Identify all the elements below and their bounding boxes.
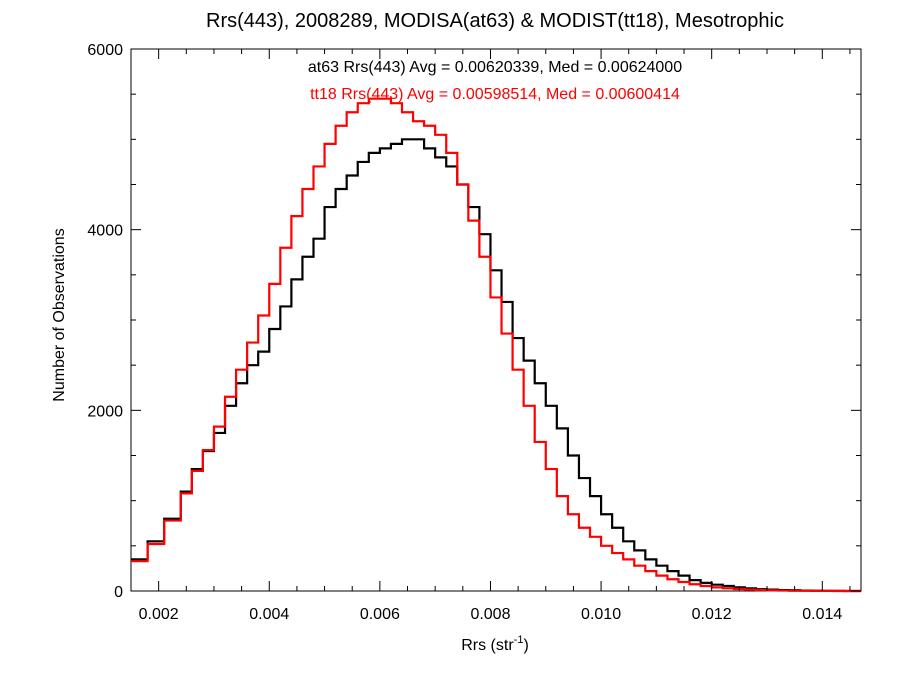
x-axis-label-sup: -1 (514, 634, 524, 646)
annotation-tt18: tt18 Rrs(443) Avg = 0.00598514, Med = 0.… (310, 86, 680, 103)
x-tick-label: 0.008 (470, 606, 510, 623)
x-tick-label: 0.014 (802, 606, 842, 623)
y-tick-label: 4000 (87, 223, 123, 240)
x-tick-label: 0.012 (692, 606, 732, 623)
x-tick-label: 0.010 (581, 606, 621, 623)
x-axis-label-suffix: ) (523, 637, 528, 654)
plot-frame (130, 48, 862, 592)
x-tick-label: 0.004 (249, 606, 289, 623)
y-tick-label: 6000 (87, 42, 123, 59)
x-axis-label: Rrs (str-1) (461, 634, 529, 654)
ticks-layer: 0.002 0.004 0.006 0.008 0.010 0.012 0.014 0 2000… (87, 42, 861, 623)
series-layer (131, 97, 861, 593)
x-axis-label-main: Rrs (str (461, 637, 514, 654)
chart-title: Rrs(443), 2008289, MODISA(at63) & MODIST… (206, 10, 784, 32)
x-tick-label: 0.002 (139, 606, 179, 623)
series-line-tt18 (131, 97, 861, 593)
y-tick-label: 2000 (87, 403, 123, 420)
y-tick-label: 0 (114, 584, 123, 601)
x-tick-label: 0.006 (360, 606, 400, 623)
y-axis-label: Number of Observations (51, 228, 68, 401)
annotation-at63: at63 Rrs(443) Avg = 0.00620339, Med = 0.… (308, 59, 682, 76)
series-line-at63 (131, 138, 861, 593)
